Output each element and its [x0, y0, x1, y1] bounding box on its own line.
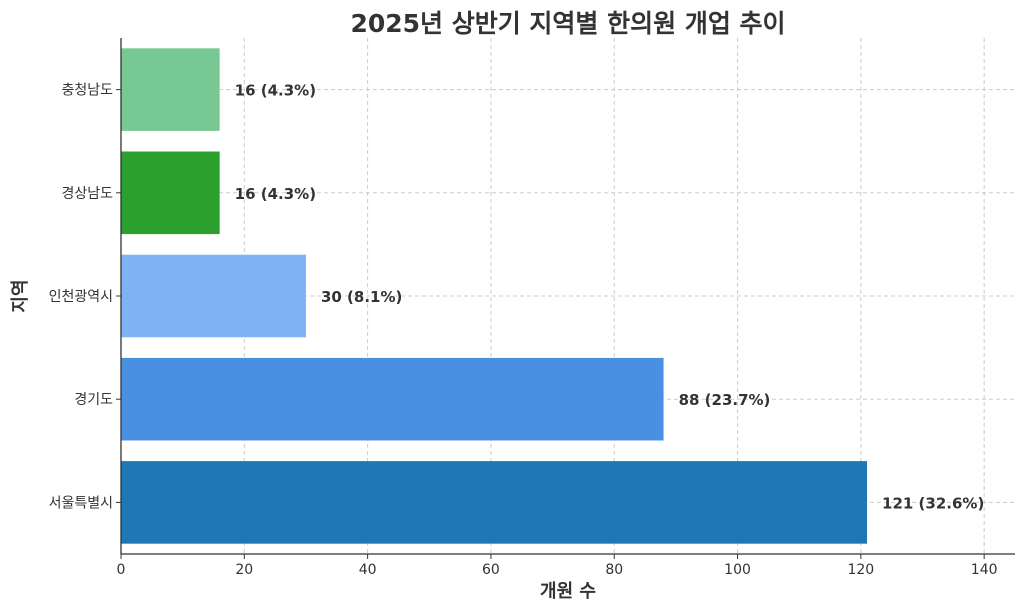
bar-value-label: 16 (4.3%) — [235, 82, 316, 100]
bars — [121, 48, 868, 544]
bar-0 — [121, 461, 868, 544]
x-tick-label: 60 — [482, 562, 500, 578]
bar-value-label: 16 (4.3%) — [235, 185, 316, 203]
x-tick-label: 80 — [605, 562, 623, 578]
y-tick-label: 경상남도 — [61, 186, 113, 202]
y-tick-label: 경기도 — [74, 392, 113, 408]
bar-3 — [121, 151, 220, 235]
y-tick-label: 인천광역시 — [49, 289, 113, 305]
x-tick-label: 140 — [971, 562, 998, 578]
bar-1 — [121, 357, 664, 441]
x-tick-label: 100 — [724, 562, 751, 578]
bar-value-label: 121 (32.6%) — [882, 494, 984, 512]
y-ticks: 서울특별시 경기도 인천광역시 경상남도 충청남도 — [49, 83, 121, 511]
x-tick-label: 20 — [235, 562, 253, 578]
x-tick-label: 120 — [847, 562, 874, 578]
x-tick-label: 40 — [359, 562, 377, 578]
y-tick-label: 서울특별시 — [49, 495, 113, 511]
bar-value-label: 88 (23.7%) — [679, 391, 771, 409]
x-ticks: 0 20 40 60 80 100 120 140 — [117, 554, 998, 578]
chart-title: 2025년 상반기 지역별 한의원 개업 추이 — [350, 9, 785, 38]
y-axis-label: 지역 — [10, 279, 31, 312]
data-labels: 121 (32.6%) 88 (23.7%) 30 (8.1%) 16 (4.3%) 1… — [235, 82, 985, 513]
x-tick-label: 0 — [117, 562, 126, 578]
bar-2 — [121, 254, 306, 338]
x-axis-label: 개원 수 — [540, 581, 596, 602]
y-tick-label: 충청남도 — [61, 83, 113, 99]
bar-4 — [121, 48, 220, 131]
bar-value-label: 30 (8.1%) — [321, 288, 402, 306]
